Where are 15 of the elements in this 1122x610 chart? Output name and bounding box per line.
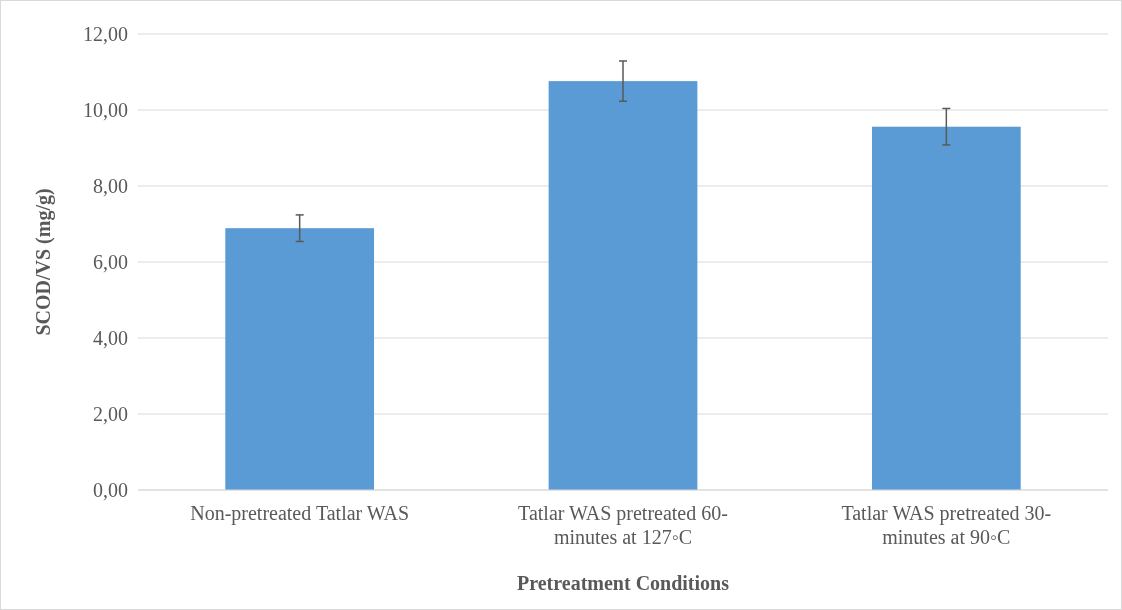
y-axis-title: SCOD/VS (mg/g) bbox=[32, 188, 55, 336]
y-tick-label: 10,00 bbox=[83, 99, 128, 121]
x-tick-label: Non-pretreated Tatlar WAS bbox=[190, 502, 410, 525]
x-tick-label: Tatlar WAS pretreated 60-minutes at 127◦C bbox=[518, 502, 728, 548]
y-tick-label: 0,00 bbox=[93, 479, 128, 501]
bar bbox=[225, 228, 375, 490]
y-tick-label: 2,00 bbox=[93, 403, 128, 425]
y-tick-label: 8,00 bbox=[93, 175, 128, 197]
y-tick-label: 4,00 bbox=[93, 327, 128, 349]
bar bbox=[871, 126, 1021, 490]
y-tick-label: 6,00 bbox=[93, 251, 128, 273]
x-axis-title: Pretreatment Conditions bbox=[516, 572, 730, 594]
x-tick-label: Tatlar WAS pretreated 30-minutes at 90◦C bbox=[841, 502, 1052, 548]
y-tick-label: 12,00 bbox=[83, 23, 128, 45]
bar bbox=[548, 81, 698, 490]
